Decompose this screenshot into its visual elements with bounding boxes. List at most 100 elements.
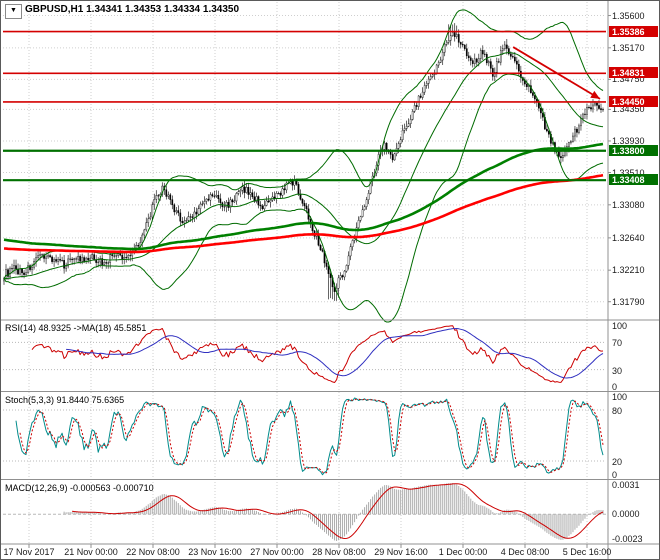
candle-body xyxy=(507,48,510,55)
candle-body xyxy=(562,155,564,159)
rsi-axis-label: 100 xyxy=(612,321,628,331)
candle-body xyxy=(233,200,236,203)
candle-body xyxy=(75,258,77,260)
candle-body xyxy=(7,269,9,277)
candle-body xyxy=(231,199,234,203)
candle-body xyxy=(199,203,202,209)
candle-body xyxy=(229,199,232,208)
candle-body xyxy=(251,192,254,197)
candle-body xyxy=(115,255,118,257)
chart-dropdown-button[interactable]: ▼ xyxy=(5,4,22,19)
candle-body xyxy=(497,61,500,63)
candle-body xyxy=(503,44,506,49)
candle-body xyxy=(247,187,250,195)
candle-body xyxy=(91,254,93,259)
price-axis-label: 1.33930 xyxy=(612,135,645,146)
candle-body xyxy=(277,193,280,194)
macd-signal-line xyxy=(72,483,604,539)
candle-body xyxy=(365,199,368,207)
candle-body xyxy=(203,201,206,205)
candle-body xyxy=(602,109,604,111)
support-price-badge: 1.33800 xyxy=(609,144,658,156)
candle-body xyxy=(185,220,188,222)
time-axis-label: 27 Nov 00:00 xyxy=(250,547,304,557)
candle-body xyxy=(269,199,272,203)
candle-body xyxy=(305,205,308,210)
candle-body xyxy=(411,111,414,120)
resistance-price-badge: 1.34450 xyxy=(609,95,658,107)
candle-body xyxy=(327,266,330,274)
candle-body xyxy=(127,255,130,258)
symbol-ohlc-label: GBPUSD,H1 1.34341 1.34353 1.34334 1.3435… xyxy=(25,4,240,15)
candle-body xyxy=(227,201,230,208)
candle-body xyxy=(119,253,122,256)
candle-body xyxy=(245,187,248,193)
candle-body xyxy=(173,204,176,213)
candle-body xyxy=(167,194,170,197)
candle-body xyxy=(568,142,570,147)
candle-body xyxy=(443,43,446,53)
candle-body xyxy=(576,128,578,133)
ma-red-line xyxy=(3,173,604,254)
time-axis-label: 22 Nov 08:00 xyxy=(126,547,180,557)
candle-body xyxy=(107,262,110,264)
candle-body xyxy=(147,218,150,223)
candle-body xyxy=(179,212,182,222)
candle-body xyxy=(367,192,370,200)
resistance-price-badge: 1.35386 xyxy=(609,25,658,37)
trendline[interactable] xyxy=(512,46,601,100)
candle-body xyxy=(347,255,350,266)
candle-body xyxy=(399,139,402,144)
candle-body xyxy=(285,182,288,191)
candle-body xyxy=(321,249,324,252)
candle-body xyxy=(455,34,458,37)
candle-body xyxy=(345,265,348,272)
candle-body xyxy=(397,143,400,149)
candle-body xyxy=(510,53,512,57)
candle-body xyxy=(570,141,572,143)
rsi-axis-label: 30 xyxy=(612,365,623,376)
candle-body xyxy=(437,62,440,66)
candle-body xyxy=(165,189,168,197)
candle-body xyxy=(39,254,41,256)
candle-body xyxy=(23,272,25,275)
candle-body xyxy=(141,234,144,243)
macd-axis-label: -0.0023 xyxy=(612,534,643,544)
stoch-d-line xyxy=(19,398,604,474)
macd-indicator-label: MACD(12,26,9) -0.000563 -0.000710 xyxy=(5,483,154,493)
candle-body xyxy=(319,245,322,251)
candle-body xyxy=(359,216,362,221)
candle-body xyxy=(175,210,178,213)
candle-body xyxy=(209,194,212,201)
candle-body xyxy=(526,83,528,87)
candle-body xyxy=(403,128,406,131)
candle-body xyxy=(303,203,306,207)
price-axis-label: 1.32210 xyxy=(612,265,645,276)
candle-body xyxy=(235,193,238,202)
candle-body xyxy=(225,201,228,207)
candle-body xyxy=(477,58,480,63)
candle-body xyxy=(451,32,454,36)
candle-body xyxy=(103,262,106,265)
candle-body xyxy=(259,204,262,207)
candle-body xyxy=(518,64,520,72)
candle-body xyxy=(479,50,482,59)
candle-body xyxy=(55,259,57,262)
candle-body xyxy=(27,265,29,273)
rsi-indicator-label: RSI(14) 48.9325 ->MA(18) 45.5851 xyxy=(5,323,147,333)
candle-body xyxy=(253,196,256,202)
candle-body xyxy=(169,194,172,200)
candle-body xyxy=(43,254,45,259)
candle-body xyxy=(469,57,472,61)
candle-body xyxy=(45,256,47,259)
candle-body xyxy=(15,265,17,270)
candle-body xyxy=(151,204,154,218)
price-axis-label: 1.35170 xyxy=(612,42,645,53)
candle-body xyxy=(361,209,364,217)
candle-body xyxy=(351,240,354,247)
candle-body xyxy=(137,244,140,247)
candle-body xyxy=(237,191,240,194)
candle-body xyxy=(11,268,13,270)
candle-body xyxy=(201,203,204,205)
